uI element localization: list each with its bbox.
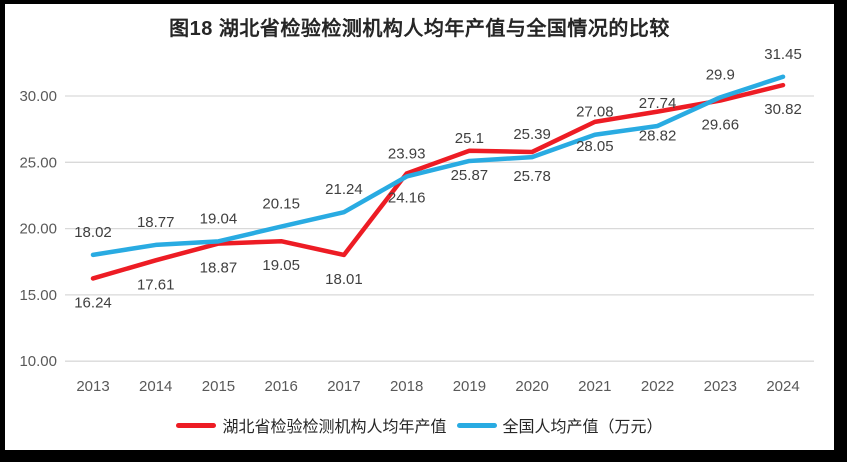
x-axis-label: 2024: [766, 378, 799, 395]
plot-area: 30.00 25.00 20.00 15.00 10.00 2013 2014 2015 201…: [19, 46, 814, 395]
hubei-data-label: 29.66: [702, 117, 740, 134]
x-axis-label: 2020: [515, 378, 548, 395]
y-axis-label: 10.00: [19, 353, 57, 370]
national-series-line-swatch: [456, 422, 497, 428]
x-axis-label: 2021: [578, 378, 611, 395]
national-data-label: 23.93: [388, 145, 426, 162]
national-data-label: 31.45: [764, 46, 802, 63]
x-axis-label: 2022: [641, 378, 674, 395]
x-axis-label: 2019: [453, 378, 486, 395]
x-axis-label: 2016: [265, 378, 298, 395]
y-axis-label: 30.00: [19, 88, 57, 105]
x-axis-label: 2018: [390, 378, 423, 395]
hubei-data-label: 19.05: [262, 257, 300, 274]
national-data-label: 20.15: [262, 196, 300, 213]
national-series-line: [90, 74, 786, 258]
national-data-label: 25.1: [455, 130, 484, 147]
hubei-data-label: 30.82: [764, 101, 802, 118]
x-axis-label: 2014: [139, 378, 172, 395]
hubei-data-label: 18.01: [325, 271, 363, 288]
legend-label-hubei: 湖北省检验检测机构人均年产值: [222, 419, 447, 436]
hubei-data-label: 28.82: [639, 128, 677, 145]
national-data-label: 19.04: [200, 210, 238, 227]
chart-title: 图18 湖北省检验检测机构人均年产值与全国情况的比较: [169, 18, 670, 40]
x-axis-label: 2013: [76, 378, 109, 395]
hubei-data-label: 17.61: [137, 276, 175, 293]
x-axis-label: 2023: [704, 378, 737, 395]
x-axis-label: 2015: [202, 378, 235, 395]
hubei-data-label: 25.78: [513, 168, 551, 185]
national-data-label: 18.02: [74, 224, 112, 241]
y-axis-label: 25.00: [19, 154, 57, 171]
national-data-label: 27.74: [639, 95, 677, 112]
hubei-series-line-swatch: [176, 422, 217, 428]
legend-item-hubei: 湖北省检验检测机构人均年产值: [176, 413, 447, 437]
hubei-data-label: 25.87: [451, 167, 489, 184]
hubei-series-line: [90, 82, 786, 281]
national-data-label: 27.08: [576, 104, 614, 121]
national-data-label: 25.39: [513, 126, 551, 143]
hubei-data-label: 28.05: [576, 138, 614, 155]
hubei-data-label: 18.87: [200, 260, 238, 277]
legend: 湖北省检验检测机构人均年产值 全国人均产值（万元）: [5, 413, 834, 437]
legend-item-national: 全国人均产值（万元）: [456, 413, 663, 437]
hubei-data-label: 24.16: [388, 189, 426, 206]
national-data-label: 29.9: [706, 66, 735, 83]
hubei-data-label: 16.24: [74, 294, 112, 311]
y-axis-label: 15.00: [19, 287, 57, 304]
y-axis-label: 20.00: [19, 221, 57, 238]
national-data-label: 18.77: [137, 214, 175, 231]
x-axis-label: 2017: [327, 378, 360, 395]
legend-label-national: 全国人均产值（万元）: [502, 419, 663, 436]
national-data-label: 21.24: [325, 181, 363, 198]
